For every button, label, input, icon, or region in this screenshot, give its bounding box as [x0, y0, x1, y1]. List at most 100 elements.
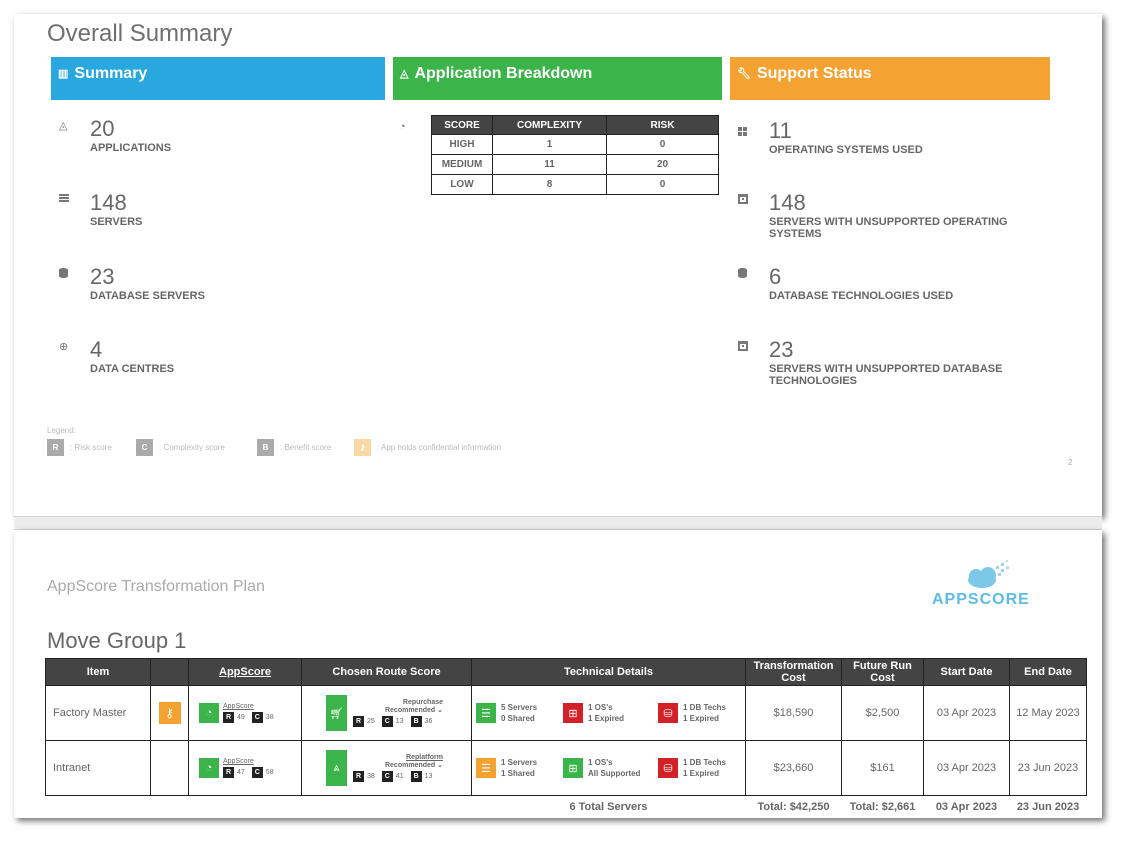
risk-badge: R: [223, 712, 234, 723]
os-status: 1 Expired: [588, 714, 625, 723]
stat-value: 6: [769, 264, 782, 289]
app-icon: ◬: [59, 120, 68, 132]
benefit-badge: B: [410, 771, 422, 782]
os-count: 1 OS's: [588, 758, 613, 767]
start-date-cell: 03 Apr 2023: [923, 685, 1010, 741]
stat-label: SERVERS WITH UNSUPPORTED DATABASE TECHNO…: [769, 363, 1003, 387]
route-complexity: 41: [395, 773, 404, 780]
recommended-label: Recommended: [384, 707, 436, 714]
move-group-title: Move Group 1: [47, 628, 187, 653]
route-score-header: Chosen Route Score: [301, 658, 472, 686]
start-date-header: Start Date: [923, 658, 1010, 686]
route-benefit: 13: [424, 773, 433, 780]
chevron-down-icon: ⌄: [437, 762, 443, 769]
total-servers: 6 Total Servers: [569, 800, 648, 813]
transformation-cost-cell: $18,590: [745, 685, 842, 741]
support-header-label: Support Status: [756, 65, 872, 82]
application-header-label: Application Breakdown: [414, 65, 593, 82]
appscore-cell: ◔ AppScore R 47 C 58: [188, 740, 302, 796]
total-transformation-cost: Total: $42,250: [757, 800, 830, 813]
application-breakdown-header: ◬ Application Breakdown: [393, 57, 722, 100]
stat-value: 23: [769, 337, 794, 362]
plan-table: Item AppScore Chosen Route Score Technic…: [45, 658, 1087, 818]
route-risk: 38: [367, 773, 375, 780]
stat-label: APPLICATIONS: [90, 142, 172, 154]
item-cell: Intranet: [45, 740, 151, 796]
route-complexity: 13: [395, 718, 404, 725]
os-count: 1 OS's: [588, 703, 613, 712]
score-cell: MEDIUM: [431, 154, 493, 175]
benefit-badge: B: [410, 716, 422, 727]
shared-count: 1 Shared: [501, 769, 535, 778]
table-icon: ▥: [58, 68, 69, 80]
risk-value: 47: [237, 769, 245, 776]
database-icon: ⛁: [658, 758, 678, 778]
legend-risk: R : Risk score: [47, 439, 112, 456]
complexity-cell: 11: [492, 154, 607, 175]
complexity-badge: C: [251, 767, 263, 778]
stat-label: SERVERS WITH UNSUPPORTED OPERATING SYSTE…: [769, 216, 1008, 240]
key-icon: ⚷: [354, 439, 371, 456]
plan-subtitle: AppScore Transformation Plan: [47, 578, 265, 595]
windows-icon: [738, 122, 750, 136]
db-status: 1 Expired: [683, 769, 720, 778]
db-count: 1 DB Techs: [683, 703, 726, 712]
db-status: 1 Expired: [683, 714, 720, 723]
calendar-icon: [738, 341, 750, 353]
appscore-logo: APPSCORE: [932, 560, 1042, 612]
cloud-icon: [968, 560, 1009, 588]
item-header: Item: [45, 658, 151, 686]
stat-value: 148: [90, 190, 127, 215]
appscore-header: AppScore: [188, 658, 302, 686]
logo-text: APPSCORE: [932, 591, 1030, 608]
server-icon: [59, 194, 71, 206]
complexity-value: 58: [265, 769, 274, 776]
complexity-badge: C: [251, 712, 263, 723]
totals-row: 6 Total Servers Total: $42,250 Total: $2…: [46, 796, 1087, 818]
gauge-icon: ◔: [199, 758, 219, 778]
technical-details-cell: ☰ 1 Servers 1 Shared ⊞ 1 OS's All Suppor…: [471, 740, 746, 796]
appscore-cell: ◔ AppScore R 49 C 38: [188, 685, 302, 741]
technical-details-header: Technical Details: [471, 658, 746, 686]
stat-label: DATABASE TECHNOLOGIES USED: [769, 290, 954, 302]
stat-label: OPERATING SYSTEMS USED: [769, 144, 923, 156]
flag-header: [150, 658, 189, 686]
legend-text: : Risk score: [70, 443, 112, 452]
route-benefit: 36: [424, 718, 433, 725]
risk-header: RISK: [606, 115, 719, 135]
table-row: Intranet ◔ AppScore R 47 C 58: [45, 740, 1087, 796]
complexity-badge: C: [381, 716, 393, 727]
windows-icon: ⊞: [563, 758, 583, 778]
key-icon: ⚷: [158, 702, 181, 724]
database-icon: ⛁: [658, 703, 678, 723]
page-title: Overall Summary: [47, 20, 233, 47]
total-end-date: 23 Jun 2023: [1016, 800, 1080, 813]
total-start-date: 03 Apr 2023: [935, 800, 998, 813]
legend-complexity: C : Complexity score: [136, 439, 225, 456]
gauge-icon: ◔: [199, 703, 219, 723]
complexity-cell: 1: [492, 134, 607, 155]
total-run-cost: Total: $2,661: [849, 800, 916, 813]
score-table: SCORE COMPLEXITY RISK HIGH 1 0 MEDIUM 11…: [431, 115, 719, 195]
database-icon: [738, 268, 750, 280]
page-number: 2: [1068, 458, 1073, 467]
stat-value: 11: [769, 118, 792, 143]
run-cost-cell: $161: [841, 740, 924, 796]
flag-cell: ⚷: [150, 685, 189, 741]
drafting-compass-icon: ⩓: [326, 750, 347, 786]
route-cell: 🛒︎ Repurchase Recommended ⌄ R 25 C 13: [301, 685, 472, 741]
complexity-header: COMPLEXITY: [492, 115, 607, 135]
transformation-cost-header: Transformation Cost: [745, 658, 842, 686]
recommended-label: Recommended: [384, 762, 436, 769]
stat-value: 23: [90, 264, 115, 289]
end-date-header: End Date: [1009, 658, 1087, 686]
legend-label: Legend:: [47, 426, 76, 435]
database-icon: [59, 268, 71, 280]
risk-badge: R: [223, 767, 234, 778]
complexity-badge: C: [381, 771, 393, 782]
complexity-value: 38: [265, 714, 274, 721]
technical-details-cell: ☰ 5 Servers 0 Shared ⊞ 1 OS's 1 Expired: [471, 685, 746, 741]
windows-icon: ⊞: [563, 703, 583, 723]
route-name: Replatform: [406, 754, 443, 761]
wrench-icon: 🔧︎: [737, 68, 751, 80]
